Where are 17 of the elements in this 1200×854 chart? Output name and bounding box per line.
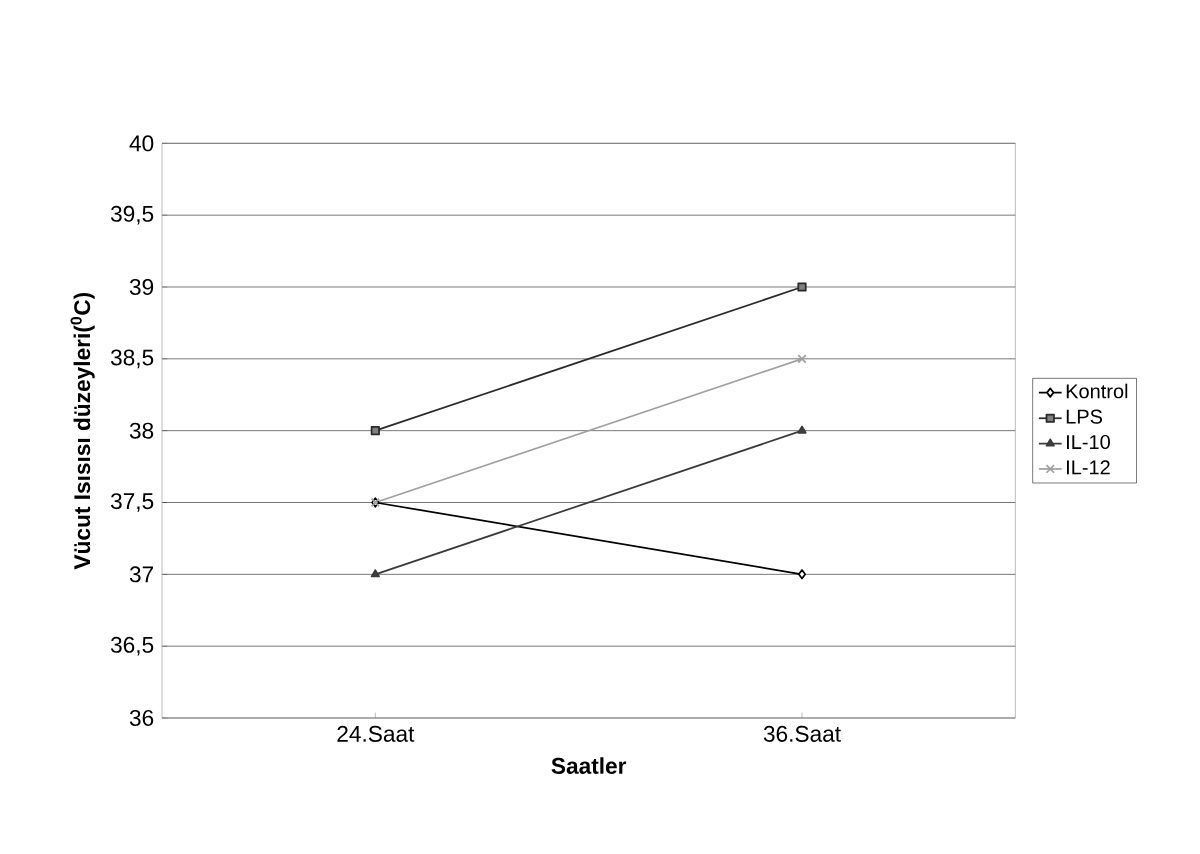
x-tick-label: 24.Saat (337, 725, 415, 742)
x-tick-label: 36.Saat (763, 725, 841, 742)
y-axis-title: Vücut Isısısı düzeyleri($^{0}$C) (70, 292, 95, 570)
y-tick-label: 38 (129, 422, 154, 439)
legend-label: LPS (1066, 409, 1103, 424)
legend-label: IL-12 (1067, 460, 1110, 475)
legend-label: Kontrol (1066, 383, 1128, 399)
y-tick-label: 37 (129, 566, 154, 583)
legend-label: IL-10 (1067, 434, 1110, 450)
y-tick-label: 36 (129, 709, 154, 727)
y-tick-label: 36,5 (110, 636, 154, 656)
y-tick-label: 39 (129, 278, 154, 296)
y-tick-label: 39,5 (110, 205, 154, 225)
y-tick-label: 40 (129, 135, 154, 152)
x-axis-title: Saatler (551, 757, 627, 774)
y-tick-label: 37,5 (110, 493, 154, 512)
y-tick-label: 38,5 (110, 349, 154, 369)
